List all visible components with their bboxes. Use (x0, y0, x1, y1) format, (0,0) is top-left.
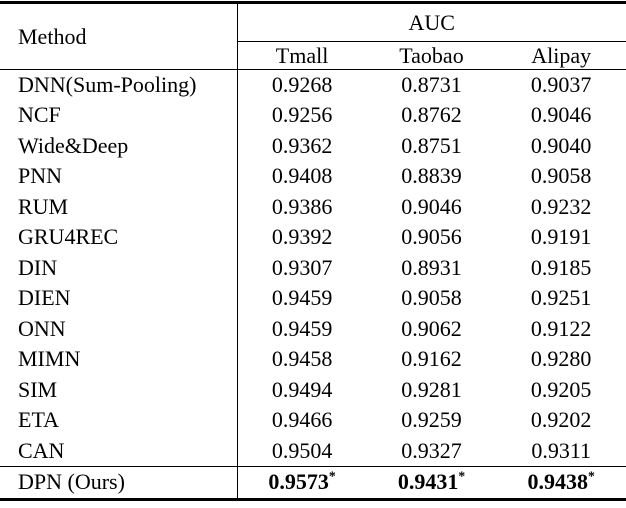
column-header-taobao: Taobao (366, 41, 497, 70)
method-label: ETA (18, 407, 60, 433)
auc-value: 0.9362 (271, 132, 333, 158)
auc-value: 0.9040 (530, 132, 592, 158)
auc-value: 0.9504 (271, 437, 333, 463)
method-label: GRU4REC (18, 224, 119, 250)
table-row: ONN 0.9459 0.9062 0.9122 (0, 313, 626, 344)
auc-value: 0.9046 (401, 193, 462, 219)
table-row-best: DPN (Ours) 0.9573* 0.9431* 0.9438* (0, 465, 626, 499)
table-row: Wide&Deep 0.9362 0.8751 0.9040 (0, 130, 626, 161)
auc-value: 0.9191 (530, 224, 592, 250)
column-header-alipay: Alipay (496, 41, 626, 70)
auc-value: 0.8751 (401, 132, 462, 158)
auc-value: 0.9307 (271, 254, 333, 280)
table-row: DIN 0.9307 0.8931 0.9185 (0, 252, 626, 283)
auc-value: 0.9062 (401, 315, 462, 341)
auc-value: 0.8731 (401, 72, 462, 97)
auc-value: 0.9311 (531, 437, 591, 463)
method-column-header: Method (0, 2, 238, 70)
auc-value: 0.9327 (401, 437, 462, 463)
auc-value: 0.9466 (271, 407, 333, 433)
auc-value: 0.9056 (401, 224, 462, 250)
method-label: DIEN (18, 285, 71, 311)
auc-value: 0.9280 (530, 346, 592, 372)
table-row: MIMN 0.9458 0.9162 0.9280 (0, 344, 626, 375)
significance-marker: * (328, 468, 336, 484)
table-row: NCF 0.9256 0.8762 0.9046 (0, 100, 626, 131)
table-header: Method AUC Tmall Taobao Alipay (0, 2, 626, 70)
auc-value: 0.9494 (271, 376, 333, 402)
table-row: DNN(Sum-Pooling) 0.9268 0.8731 0.9037 (0, 69, 626, 100)
table-row: ETA 0.9466 0.9259 0.9202 (0, 405, 626, 436)
auc-value: 0.9202 (530, 407, 592, 433)
method-label: MIMN (18, 346, 81, 372)
method-label: PNN (18, 163, 63, 189)
table-row: DIEN 0.9459 0.9058 0.9251 (0, 283, 626, 314)
auc-value: 0.9046 (530, 102, 592, 128)
table-row: PNN 0.9408 0.8839 0.9058 (0, 161, 626, 192)
header-row-datasets: Tmall Taobao Alipay (0, 41, 626, 70)
auc-value: 0.9205 (530, 376, 592, 402)
auc-value: 0.9268 (271, 72, 333, 97)
auc-group-header: AUC (237, 2, 626, 42)
auc-value: 0.9459 (271, 285, 333, 311)
method-label: Wide&Deep (18, 132, 129, 158)
table-row: RUM 0.9386 0.9046 0.9232 (0, 191, 626, 222)
method-label: DIN (18, 254, 58, 280)
auc-value: 0.9058 (530, 163, 592, 189)
auc-value: 0.9281 (401, 376, 462, 402)
table-row: SIM 0.9494 0.9281 0.9205 (0, 374, 626, 405)
auc-value: 0.9058 (401, 285, 462, 311)
method-label: DPN (Ours) (18, 469, 125, 494)
auc-value: 0.9162 (401, 346, 462, 372)
auc-value: 0.9392 (271, 224, 333, 250)
auc-value: 0.9458 (271, 346, 333, 372)
table-row: GRU4REC 0.9392 0.9056 0.9191 (0, 222, 626, 253)
method-label: SIM (18, 376, 58, 402)
significance-marker: * (588, 468, 595, 484)
column-header-tmall: Tmall (237, 41, 367, 70)
auc-value: 0.9232 (530, 193, 592, 219)
auc-value: 0.9251 (530, 285, 592, 311)
auc-value: 0.9573 (268, 469, 329, 494)
auc-value: 0.9431 (397, 469, 459, 494)
auc-value: 0.9459 (271, 315, 333, 341)
header-row-group: Method AUC (0, 2, 626, 70)
auc-value: 0.9386 (271, 193, 333, 219)
table-row: CAN 0.9504 0.9327 0.9311 (0, 435, 626, 466)
auc-value: 0.9256 (271, 102, 333, 128)
auc-value: 0.8931 (401, 254, 462, 280)
auc-value: 0.8839 (401, 163, 462, 189)
auc-value: 0.9259 (401, 407, 462, 433)
auc-value: 0.9438 (527, 469, 589, 494)
auc-value: 0.9122 (530, 315, 592, 341)
auc-value: 0.9037 (530, 72, 592, 97)
method-label: DNN(Sum-Pooling) (18, 72, 197, 97)
method-label: RUM (18, 193, 69, 219)
auc-value: 0.9408 (271, 163, 333, 189)
method-label: CAN (18, 437, 65, 463)
method-label: NCF (18, 102, 61, 128)
auc-value: 0.8762 (401, 102, 462, 128)
method-label: ONN (18, 315, 66, 341)
significance-marker: * (458, 468, 466, 484)
table-body: DNN(Sum-Pooling) 0.9268 0.8731 0.9037 NC… (0, 69, 626, 499)
auc-value: 0.9185 (530, 254, 592, 280)
